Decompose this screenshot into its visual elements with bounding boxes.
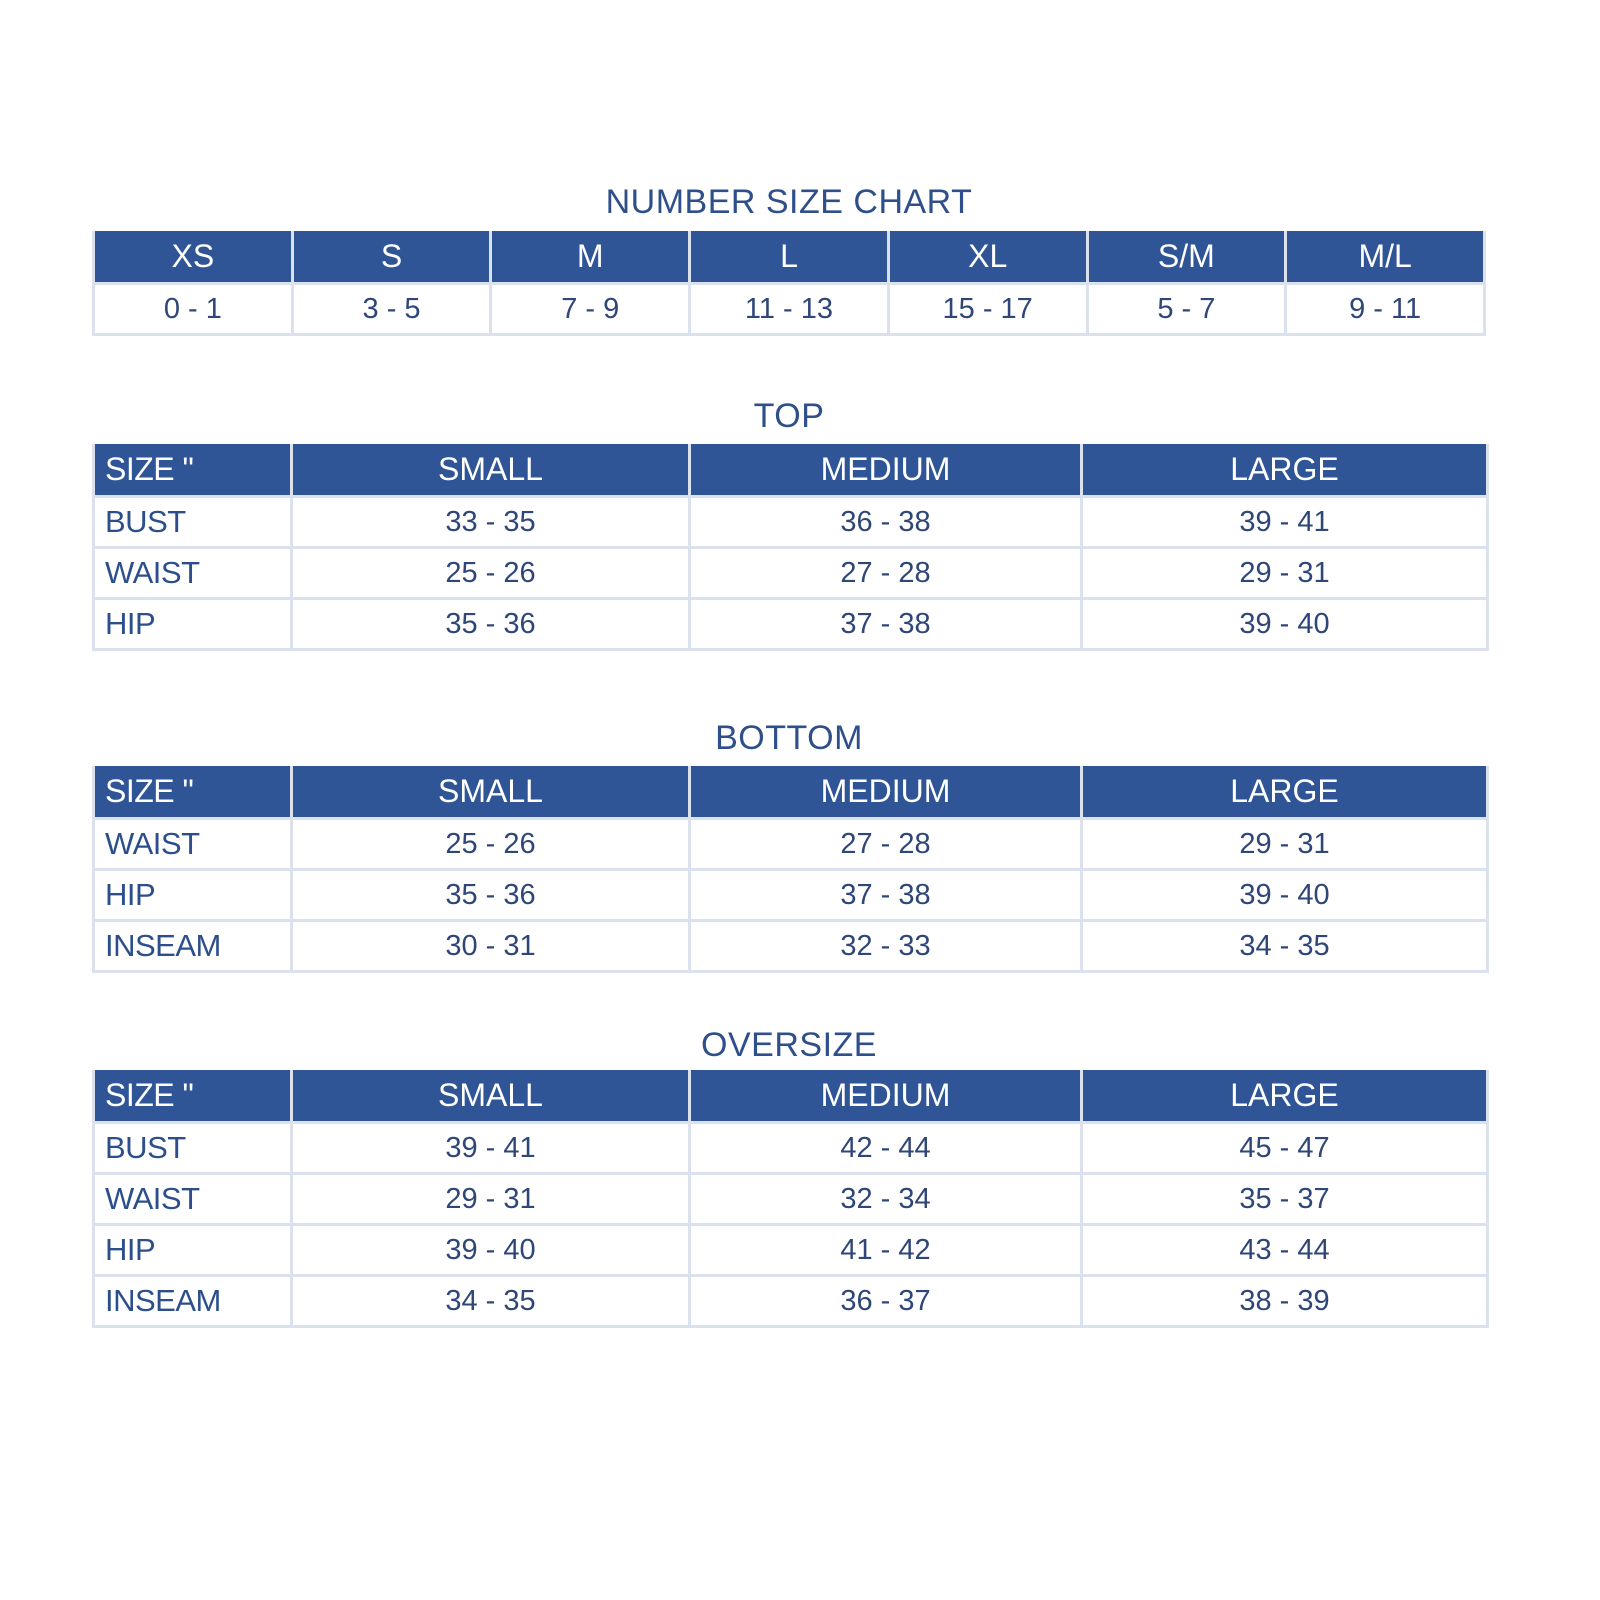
oversize-size-table: SIZE " SMALL MEDIUM LARGE BUST 39 - 41 42 - 44… xyxy=(92,1070,1489,1328)
section-title: NUMBER SIZE CHART xyxy=(605,183,973,221)
size-header: SMALL xyxy=(290,444,691,498)
measurement-value: 29 - 31 xyxy=(1080,546,1489,600)
measurement-value: 39 - 41 xyxy=(290,1121,691,1175)
header-row: SIZE " SMALL MEDIUM LARGE xyxy=(92,766,1489,820)
measurement-value: 43 - 44 xyxy=(1080,1223,1489,1277)
table-row: BUST 33 - 35 36 - 38 39 - 41 xyxy=(92,495,1489,549)
size-header: LARGE xyxy=(1080,766,1489,820)
header-row: SIZE " SMALL MEDIUM LARGE xyxy=(92,1070,1489,1124)
measurement-value: 45 - 47 xyxy=(1080,1121,1489,1175)
size-header: M xyxy=(489,231,692,285)
size-value: 7 - 9 xyxy=(489,282,692,336)
measurement-value: 27 - 28 xyxy=(688,817,1083,871)
table-row: WAIST 25 - 26 27 - 28 29 - 31 xyxy=(92,817,1489,871)
size-value: 0 - 1 xyxy=(92,282,294,336)
size-value: 3 - 5 xyxy=(290,282,493,336)
measurement-value: 36 - 38 xyxy=(688,495,1083,549)
table-row: WAIST 25 - 26 27 - 28 29 - 31 xyxy=(92,546,1489,600)
measurement-label: HIP xyxy=(92,597,293,651)
measurement-value: 35 - 36 xyxy=(290,868,691,922)
size-header: S/M xyxy=(1085,231,1288,285)
size-header: MEDIUM xyxy=(688,444,1083,498)
table-row: WAIST 29 - 31 32 - 34 35 - 37 xyxy=(92,1172,1489,1226)
size-header: MEDIUM xyxy=(688,1070,1083,1124)
measurement-value: 29 - 31 xyxy=(290,1172,691,1226)
measurement-value: 27 - 28 xyxy=(688,546,1083,600)
measurement-value: 32 - 33 xyxy=(688,919,1083,973)
table-row: HIP 39 - 40 41 - 42 43 - 44 xyxy=(92,1223,1489,1277)
measurement-label: WAIST xyxy=(92,817,293,871)
measurement-value: 38 - 39 xyxy=(1080,1274,1489,1328)
measurement-value: 37 - 38 xyxy=(688,868,1083,922)
size-value: 15 - 17 xyxy=(886,282,1089,336)
header-row: SIZE " SMALL MEDIUM LARGE xyxy=(92,444,1489,498)
table-row: INSEAM 30 - 31 32 - 33 34 - 35 xyxy=(92,919,1489,973)
size-value: 11 - 13 xyxy=(688,282,890,336)
size-value: 5 - 7 xyxy=(1085,282,1288,336)
top-size-table: SIZE " SMALL MEDIUM LARGE BUST 33 - 35 36 - 38… xyxy=(92,444,1489,651)
size-header: L xyxy=(688,231,890,285)
measurement-value: 35 - 37 xyxy=(1080,1172,1489,1226)
section-title: BOTTOM xyxy=(715,719,863,757)
size-header: LARGE xyxy=(1080,1070,1489,1124)
section-title: OVERSIZE xyxy=(701,1026,877,1064)
measurement-value: 39 - 40 xyxy=(1080,597,1489,651)
measurement-value: 34 - 35 xyxy=(1080,919,1489,973)
measurement-value: 30 - 31 xyxy=(290,919,691,973)
size-header: SMALL xyxy=(290,766,691,820)
measurement-value: 32 - 34 xyxy=(688,1172,1083,1226)
measurement-value: 35 - 36 xyxy=(290,597,691,651)
measurement-value: 41 - 42 xyxy=(688,1223,1083,1277)
measurement-value: 25 - 26 xyxy=(290,817,691,871)
measurement-label: INSEAM xyxy=(92,1274,293,1328)
measurement-value: 37 - 38 xyxy=(688,597,1083,651)
size-header: XL xyxy=(886,231,1089,285)
measurement-value: 39 - 40 xyxy=(1080,868,1489,922)
measurement-value: 42 - 44 xyxy=(688,1121,1083,1175)
size-header: MEDIUM xyxy=(688,766,1083,820)
size-header: M/L xyxy=(1284,231,1486,285)
bottom-size-table: SIZE " SMALL MEDIUM LARGE WAIST 25 - 26 27 - 2… xyxy=(92,766,1489,973)
measurement-label: BUST xyxy=(92,1121,293,1175)
measurement-label: WAIST xyxy=(92,546,293,600)
measurement-value: 33 - 35 xyxy=(290,495,691,549)
size-header: LARGE xyxy=(1080,444,1489,498)
measurement-label: BUST xyxy=(92,495,293,549)
measurement-value: 34 - 35 xyxy=(290,1274,691,1328)
table-row: INSEAM 34 - 35 36 - 37 38 - 39 xyxy=(92,1274,1489,1328)
size-label-header: SIZE " xyxy=(92,766,293,820)
measurement-label: INSEAM xyxy=(92,919,293,973)
section-title: TOP xyxy=(753,397,825,435)
header-row: XS S M L XL S/M M/L xyxy=(92,231,1486,285)
size-label-header: SIZE " xyxy=(92,1070,293,1124)
size-header: SMALL xyxy=(290,1070,691,1124)
measurement-value: 25 - 26 xyxy=(290,546,691,600)
table-row: HIP 35 - 36 37 - 38 39 - 40 xyxy=(92,597,1489,651)
size-value: 9 - 11 xyxy=(1284,282,1486,336)
measurement-value: 29 - 31 xyxy=(1080,817,1489,871)
measurement-label: WAIST xyxy=(92,1172,293,1226)
table-row: HIP 35 - 36 37 - 38 39 - 40 xyxy=(92,868,1489,922)
measurement-value: 36 - 37 xyxy=(688,1274,1083,1328)
measurement-label: HIP xyxy=(92,1223,293,1277)
table-row: BUST 39 - 41 42 - 44 45 - 47 xyxy=(92,1121,1489,1175)
measurement-value: 39 - 41 xyxy=(1080,495,1489,549)
measurement-value: 39 - 40 xyxy=(290,1223,691,1277)
size-header: XS xyxy=(92,231,294,285)
measurement-label: HIP xyxy=(92,868,293,922)
size-label-header: SIZE " xyxy=(92,444,293,498)
size-header: S xyxy=(290,231,493,285)
